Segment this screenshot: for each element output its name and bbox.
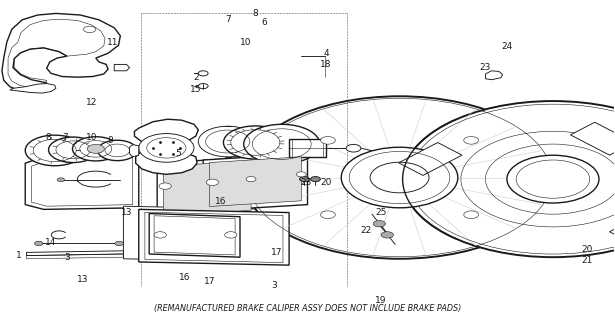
Text: 13: 13 — [76, 275, 88, 284]
Circle shape — [25, 135, 84, 166]
Circle shape — [206, 179, 218, 186]
Polygon shape — [485, 71, 502, 80]
Polygon shape — [25, 154, 139, 209]
Circle shape — [73, 137, 119, 161]
Text: 8: 8 — [253, 9, 258, 18]
Text: 20: 20 — [582, 245, 593, 254]
Circle shape — [224, 232, 237, 238]
Text: 22: 22 — [360, 226, 371, 235]
Circle shape — [98, 140, 137, 161]
Circle shape — [223, 126, 287, 159]
Circle shape — [243, 96, 556, 259]
Text: 17: 17 — [204, 276, 215, 285]
Circle shape — [296, 172, 306, 177]
Polygon shape — [135, 119, 198, 174]
Polygon shape — [164, 161, 251, 216]
Polygon shape — [124, 206, 274, 262]
Text: 23: 23 — [480, 63, 491, 72]
Circle shape — [346, 144, 361, 152]
Circle shape — [159, 183, 172, 189]
Circle shape — [198, 71, 208, 76]
Circle shape — [381, 232, 394, 238]
Bar — [289, 139, 326, 157]
Text: 7: 7 — [225, 15, 231, 24]
Text: 3: 3 — [271, 281, 277, 290]
Polygon shape — [114, 64, 130, 71]
Circle shape — [341, 147, 458, 208]
Circle shape — [507, 155, 599, 203]
Text: 2: 2 — [193, 73, 199, 82]
Circle shape — [87, 144, 105, 153]
Bar — [609, 212, 615, 244]
Text: 1: 1 — [16, 251, 22, 260]
Circle shape — [300, 177, 309, 182]
Circle shape — [198, 126, 257, 157]
Circle shape — [139, 133, 194, 162]
Text: 4: 4 — [323, 49, 329, 58]
Circle shape — [198, 84, 208, 89]
Circle shape — [244, 124, 320, 164]
Polygon shape — [2, 13, 121, 92]
Bar — [399, 142, 462, 175]
Text: 24: 24 — [501, 42, 512, 52]
Circle shape — [320, 137, 335, 144]
Circle shape — [154, 232, 167, 238]
Polygon shape — [149, 213, 240, 257]
Text: 6: 6 — [261, 19, 268, 28]
Circle shape — [311, 177, 320, 182]
Polygon shape — [139, 209, 289, 265]
Text: 18: 18 — [320, 60, 331, 69]
Polygon shape — [203, 154, 308, 211]
Text: 5: 5 — [176, 149, 181, 158]
Text: 19: 19 — [375, 296, 387, 305]
Text: 8: 8 — [46, 133, 52, 142]
Text: 25: 25 — [375, 208, 387, 217]
Circle shape — [49, 137, 98, 163]
Text: 21: 21 — [582, 256, 593, 265]
Text: 12: 12 — [86, 98, 97, 107]
Polygon shape — [10, 84, 56, 93]
Text: 13: 13 — [121, 208, 132, 217]
Text: 9: 9 — [107, 136, 113, 145]
Text: 10: 10 — [240, 38, 252, 47]
Circle shape — [115, 241, 124, 246]
Polygon shape — [130, 145, 139, 157]
Bar — [571, 122, 615, 155]
Text: 11: 11 — [107, 38, 119, 47]
Circle shape — [246, 177, 256, 182]
Text: 14: 14 — [46, 238, 57, 247]
Circle shape — [464, 137, 478, 144]
Text: 20: 20 — [320, 178, 331, 187]
Circle shape — [464, 211, 478, 219]
Circle shape — [373, 220, 386, 227]
Text: (REMANUFACTURED BRAKE CALIPER ASSY DOES NOT INCLUDE BRAKE PADS): (REMANUFACTURED BRAKE CALIPER ASSY DOES … — [154, 304, 461, 313]
Text: 16: 16 — [215, 197, 226, 206]
Circle shape — [34, 241, 43, 246]
Circle shape — [57, 178, 65, 182]
Polygon shape — [157, 157, 258, 220]
Text: 16: 16 — [179, 273, 191, 282]
Text: 15: 15 — [190, 85, 202, 94]
Text: 10: 10 — [85, 133, 97, 142]
Circle shape — [320, 211, 335, 219]
Text: 17: 17 — [271, 248, 282, 257]
Polygon shape — [26, 251, 124, 256]
Polygon shape — [209, 157, 301, 206]
Text: 23: 23 — [301, 178, 312, 187]
Text: 3: 3 — [64, 253, 70, 262]
Text: 7: 7 — [62, 133, 68, 142]
Circle shape — [403, 101, 615, 257]
